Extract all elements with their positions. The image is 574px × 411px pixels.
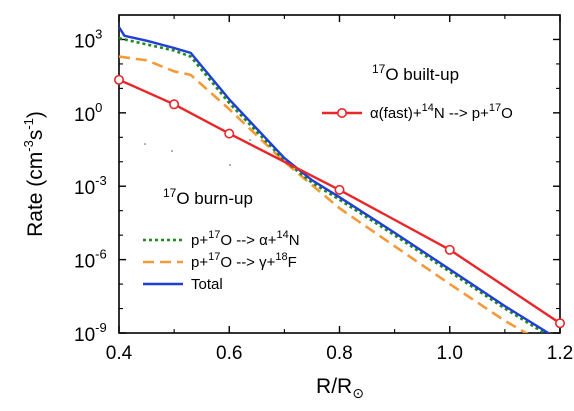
series-point-alpha_fast <box>224 128 235 139</box>
y-tick-label: 10-9 <box>74 320 107 346</box>
background-dots <box>144 139 251 166</box>
series-point-alpha_fast <box>169 99 180 110</box>
y-axis-title: Rate (cm-3s-1) <box>21 111 47 237</box>
x-axis-title: R/R⊙ <box>316 375 364 401</box>
series-point-alpha_fast <box>444 244 455 255</box>
x-tick-label: 1.0 <box>437 343 463 364</box>
legend-item-p_alpha: p+17O --> α+14N <box>143 229 300 249</box>
series-layer <box>119 26 560 333</box>
legend-label: p+17O --> α+14N <box>191 229 300 249</box>
markers-layer <box>114 74 565 329</box>
legend-item-p_gamma: p+17O --> γ+18F <box>143 251 297 271</box>
x-tick-label: 0.8 <box>326 343 352 364</box>
legend-item-total: Total <box>143 276 223 293</box>
axis-ticks: 0.4 0.6 0.8 1.0 1.2 103 100 10-3 10-6 10-9 <box>74 15 573 364</box>
series-point-alpha_fast <box>114 74 125 85</box>
series-line-alpha_fast <box>119 78 560 325</box>
x-axis-title-sub: ⊙ <box>352 385 364 401</box>
annotation-built-up: 17O built-up <box>372 62 459 84</box>
legend-item-alpha_fast: α(fast)+14N --> p+17O <box>322 102 513 122</box>
series-line-total <box>119 26 551 333</box>
legend-label: p+17O --> γ+18F <box>191 251 297 271</box>
legend: α(fast)+14N --> p+17O p+17O --> α+14Np+17… <box>143 102 513 293</box>
plot-area-frame <box>118 14 561 334</box>
x-tick-label: 0.6 <box>216 343 242 364</box>
x-tick-label: 0.4 <box>106 343 133 364</box>
x-tick-label: 1.2 <box>547 343 573 364</box>
y-tick-label: 100 <box>74 100 102 126</box>
annotation-burn-up: 17O burn-up <box>163 186 253 208</box>
y-tick-label: 103 <box>74 26 102 52</box>
legend-marker <box>336 108 347 119</box>
y-tick-label: 10-3 <box>74 173 107 199</box>
series-point-alpha_fast <box>334 184 345 195</box>
y-tick-label: 10-6 <box>74 247 107 273</box>
series-line-p_gamma <box>119 55 529 333</box>
legend-label: α(fast)+14N --> p+17O <box>370 102 513 122</box>
series-point-alpha_fast <box>554 318 565 329</box>
legend-label: Total <box>191 276 223 293</box>
